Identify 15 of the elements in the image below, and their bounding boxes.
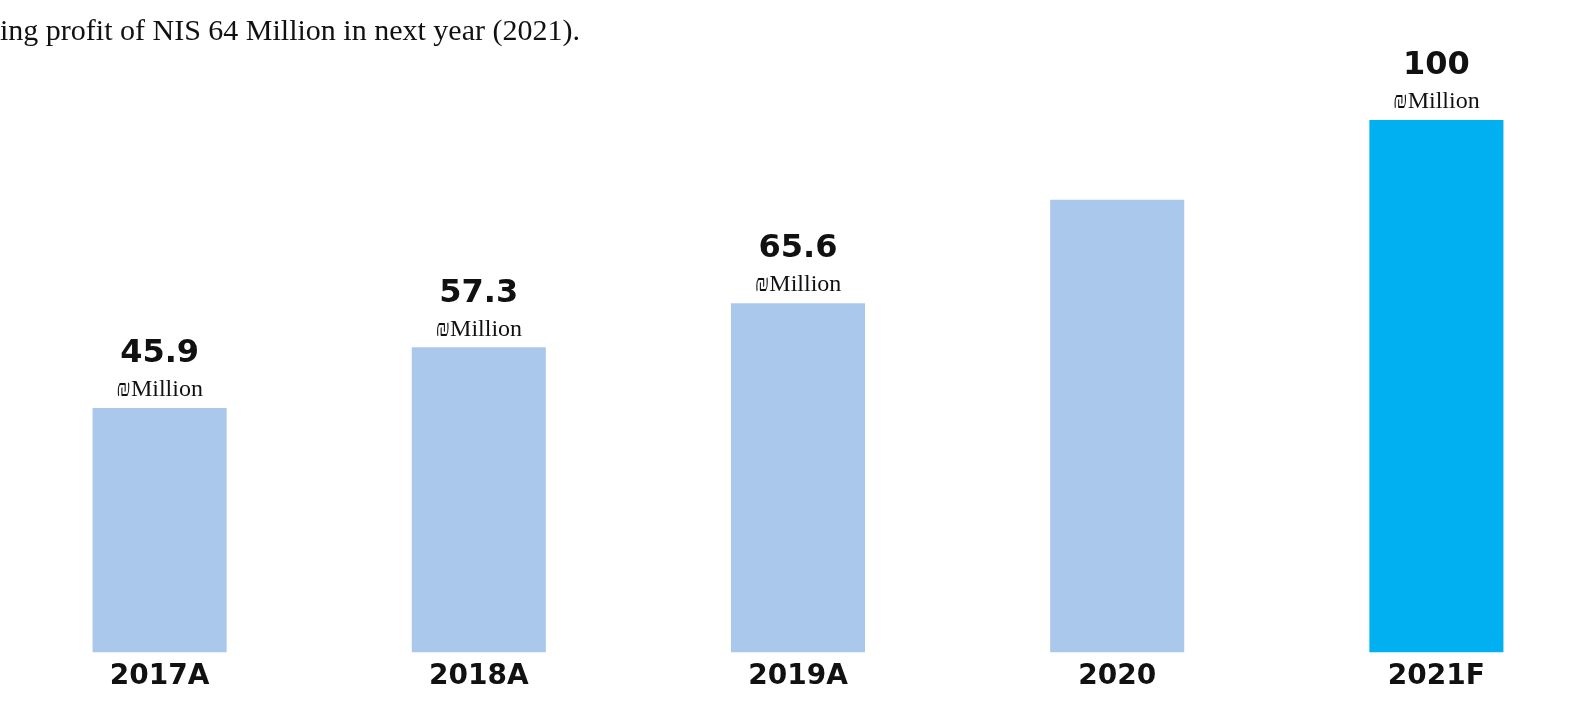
x-tick-label: 2018A — [429, 658, 529, 692]
x-tick-label: 2017A — [109, 658, 210, 692]
bar — [411, 347, 546, 653]
bar — [1050, 199, 1185, 653]
x-tick-label: 2019A — [748, 658, 849, 692]
x-tick-label: 2021F — [1387, 658, 1485, 692]
data-label: 65.6 ₪Million — [754, 227, 842, 297]
data-label: 45.9 ₪Million — [116, 332, 203, 402]
data-label: 100 ₪Million — [1393, 44, 1480, 114]
bar — [730, 303, 866, 653]
chart-title: ing profit of NIS 64 Million in next year (2021). — [0, 12, 580, 47]
x-tick-label: 2020 — [1078, 658, 1157, 692]
bar — [1369, 120, 1504, 653]
bar — [92, 408, 227, 653]
data-label: 57.3 ₪Million — [435, 271, 523, 341]
